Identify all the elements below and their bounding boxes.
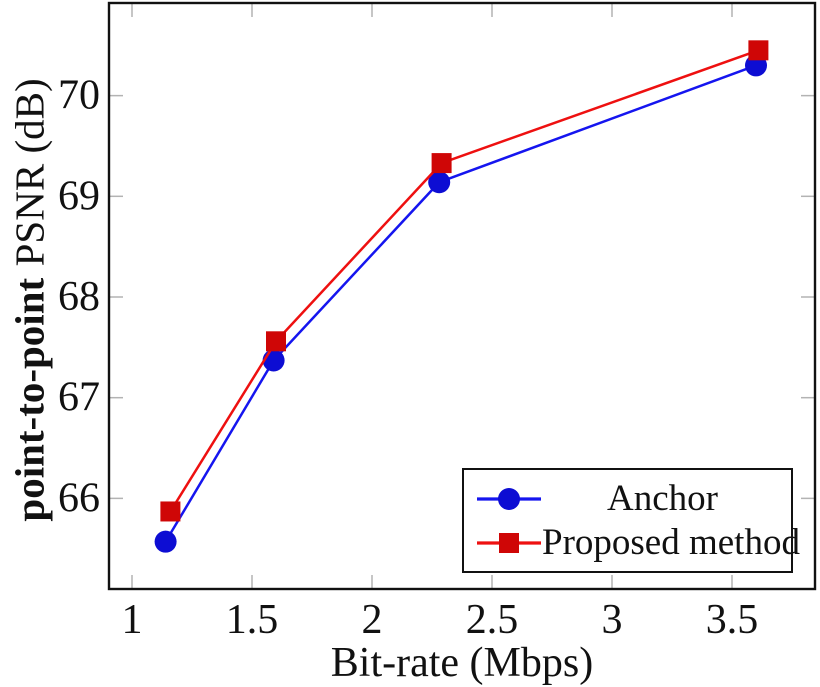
y-tick-label: 68 — [58, 274, 100, 320]
x-tick-label: 3.5 — [706, 597, 759, 643]
series-line-proposed-method — [169, 49, 759, 513]
y-axis-label: point-to-point PSNR (dB) — [6, 78, 53, 522]
data-point-proposed-method — [160, 501, 181, 522]
data-point-proposed-method — [748, 40, 769, 61]
x-axis-label: Bit-rate (Mbps) — [330, 640, 594, 686]
legend-label-anchor: Anchor — [607, 478, 718, 519]
anchor-series-marker-icon — [477, 487, 541, 510]
legend-box: Anchor Proposed method — [462, 468, 800, 573]
x-tick-label: 2.5 — [466, 597, 519, 643]
plot-frame — [107, 1, 817, 591]
y-tick-label: 67 — [58, 375, 100, 421]
x-tick-label: 1.5 — [226, 597, 279, 643]
legend-item-proposed-method: Proposed method — [476, 524, 800, 561]
y-tick-label: 66 — [58, 475, 100, 521]
data-point-anchor — [428, 171, 451, 194]
data-point-proposed-method — [266, 331, 286, 352]
series-line-anchor — [164, 64, 757, 543]
x-tick-label: 1 — [122, 597, 143, 643]
legend-mark — [498, 487, 520, 510]
legend-item-anchor: Anchor — [476, 480, 783, 517]
y-axis-label-bold: point-to-point — [6, 277, 53, 522]
y-tick-label: 70 — [58, 73, 100, 119]
series-group — [154, 40, 769, 553]
x-tick-label: 2 — [362, 597, 383, 643]
x-tick-label: 3 — [602, 597, 623, 643]
legend-label-proposed-method: Proposed method — [542, 522, 800, 563]
y-tick-label: 69 — [58, 173, 100, 219]
proposed-series-marker-icon — [477, 532, 541, 553]
y-axis-label-rest: PSNR (dB) — [6, 78, 53, 267]
data-point-proposed-method — [431, 153, 452, 174]
ticks-group: 1 1.5 2 2.5 3 3.5 66 67 68 69 70 — [58, 3, 815, 643]
data-point-anchor — [154, 530, 177, 553]
data-point-anchor — [262, 349, 285, 372]
legend-mark — [499, 532, 519, 553]
